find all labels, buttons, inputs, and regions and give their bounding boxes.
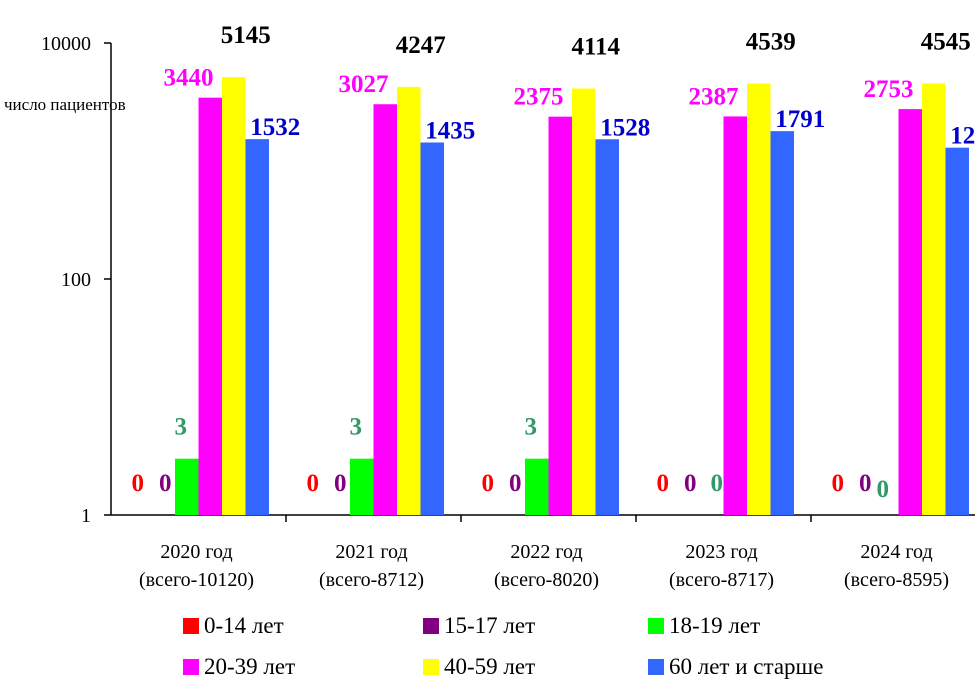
data-label: 3: [175, 414, 188, 441]
x-category-label: 2024 год (всего-8595): [844, 541, 949, 591]
x-category-label: 2021 год (всего-8712): [319, 541, 424, 591]
data-label: 1435: [425, 117, 475, 144]
data-label-zero: 0: [482, 470, 495, 497]
bar-40-59-лет-0: [222, 77, 246, 516]
legend-swatch: [648, 659, 664, 675]
data-label: 4114: [571, 34, 620, 61]
data-label-zero: 0: [132, 470, 145, 497]
data-label: 2375: [514, 84, 564, 111]
data-label: 4247: [396, 32, 446, 59]
bar-40-59-лет-3: [747, 83, 771, 515]
bar-20-39-лет-0: [198, 97, 222, 516]
legend-swatch: [183, 659, 199, 675]
x-category-label: 2023 год (всего-8717): [669, 541, 774, 591]
x-category-label: 2020 год (всего-10120): [139, 541, 254, 591]
data-label: 3: [525, 414, 538, 441]
y-axis-label: число пациентов: [4, 95, 126, 114]
legend-swatch: [423, 659, 439, 675]
data-label: 2753: [864, 76, 914, 103]
bar-18-19-лет-1: [350, 458, 374, 515]
x-category-label: 2022 год (всего-8020): [494, 541, 599, 591]
data-label-zero: 0: [509, 470, 522, 497]
data-label: 1528: [600, 114, 650, 141]
legend-label: 20-39 лет: [204, 654, 295, 679]
data-label: 3027: [339, 71, 389, 98]
bar-40-59-лет-1: [397, 86, 421, 515]
data-label-zero: 0: [159, 470, 172, 497]
data-label: 1297: [950, 123, 975, 150]
data-label-zero: 0: [711, 470, 724, 497]
bars: [175, 77, 969, 516]
bar-60-лет-и-старше-4: [945, 147, 969, 515]
data-label: 3: [350, 414, 363, 441]
legend-label: 40-59 лет: [444, 654, 535, 679]
legend-label: 60 лет и старше: [669, 654, 823, 679]
legend-swatch: [423, 618, 439, 634]
data-label-zero: 0: [684, 470, 697, 497]
bar-20-39-лет-2: [548, 116, 572, 515]
legend-swatch: [183, 618, 199, 634]
data-label-zero: 0: [307, 470, 320, 497]
legend-label: 0-14 лет: [204, 613, 284, 638]
data-label: 2387: [689, 83, 739, 110]
bar-18-19-лет-2: [525, 458, 549, 515]
bar-20-39-лет-4: [898, 109, 922, 515]
data-label-zero: 0: [657, 470, 670, 497]
data-label: 4545: [921, 28, 971, 55]
data-label: 3440: [164, 65, 214, 92]
bar-60-лет-и-старше-0: [245, 139, 269, 515]
bar-40-59-лет-2: [572, 88, 596, 515]
legend-label: 18-19 лет: [669, 613, 760, 638]
data-label-zero: 0: [832, 470, 845, 497]
legend: 0-14 лет 15-17 лет 18-19 лет 20-39 лет 40-59…: [183, 613, 823, 679]
bar-20-39-лет-1: [373, 104, 397, 515]
data-label-zero: 0: [877, 476, 890, 503]
y-tick-label: 100: [61, 269, 91, 291]
legend-swatch: [648, 618, 664, 634]
bar-20-39-лет-3: [723, 116, 747, 515]
legend-label: 15-17 лет: [444, 613, 535, 638]
bar-60-лет-и-старше-3: [770, 131, 794, 516]
data-label-zero: 0: [859, 470, 872, 497]
axes: 1 100 10000 число пациентов 2020 год (всего-1…: [4, 33, 975, 591]
data-label: 5145: [221, 22, 271, 49]
y-tick-label: 1: [81, 505, 91, 527]
data-label: 4539: [746, 28, 796, 55]
bar-60-лет-и-старше-2: [595, 139, 619, 515]
data-label-zero: 0: [334, 470, 347, 497]
y-tick-label: 10000: [41, 33, 91, 55]
bar-18-19-лет-0: [175, 458, 199, 515]
data-label: 1532: [250, 114, 300, 141]
data-label: 1791: [775, 106, 825, 133]
bar-40-59-лет-4: [922, 83, 946, 515]
bar-60-лет-и-старше-1: [420, 142, 444, 516]
